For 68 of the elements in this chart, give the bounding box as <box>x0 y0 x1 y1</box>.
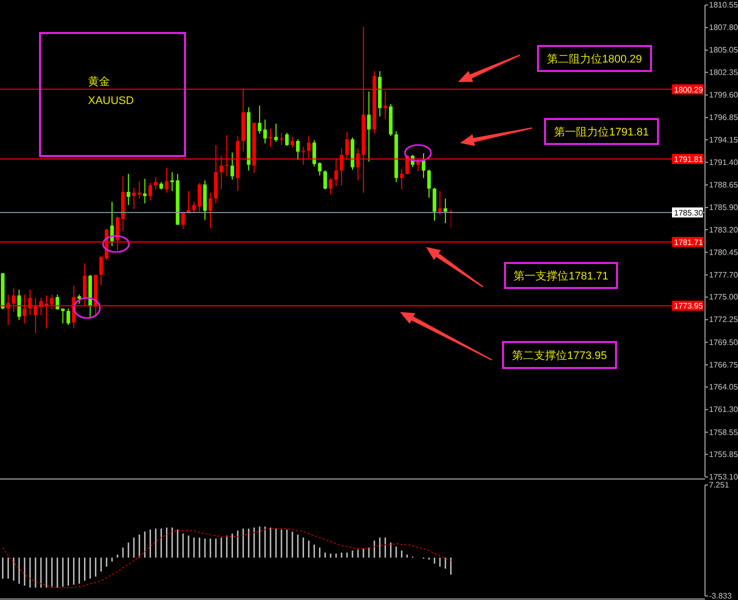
candlestick <box>154 176 158 190</box>
candlestick <box>427 169 431 198</box>
y-tick-label: 1758.55 <box>709 428 738 437</box>
ref-line-label: 1781.71 <box>674 238 704 247</box>
y-tick-label: 1794.15 <box>709 135 738 144</box>
y-tick-label: 1802.35 <box>709 68 738 77</box>
candlestick <box>56 294 60 310</box>
candlestick <box>274 123 278 142</box>
candlestick <box>110 201 114 247</box>
y-tick-label: 1807.80 <box>709 23 738 32</box>
candlestick <box>132 187 136 210</box>
candlestick <box>126 173 130 206</box>
y-tick-label: 1766.75 <box>709 360 738 370</box>
candlestick <box>318 162 322 176</box>
y-tick-label: 1805.05 <box>709 46 738 55</box>
annotation: XAUUSD <box>88 95 134 107</box>
candlestick <box>422 152 426 178</box>
candlestick <box>432 187 436 222</box>
y-tick-label: -3.833 <box>709 592 732 600</box>
y-tick-label: 1780.45 <box>709 248 738 257</box>
candlestick <box>148 182 152 201</box>
y-tick-label: 1753.10 <box>709 472 738 482</box>
candlestick <box>258 105 262 134</box>
candlestick <box>280 132 284 146</box>
candlestick <box>143 178 147 204</box>
candlestick <box>263 119 267 144</box>
y-tick-label: 1775.00 <box>709 292 738 302</box>
y-tick-label: 1777.70 <box>709 270 738 280</box>
candlestick <box>17 289 21 321</box>
y-tick-label: 1799.60 <box>709 90 738 100</box>
annotation: 黄金 <box>88 75 110 88</box>
candlestick <box>328 177 332 195</box>
y-tick-label: 1761.30 <box>709 405 738 414</box>
candlestick <box>312 140 316 167</box>
ref-line-label: 1773.95 <box>674 302 704 311</box>
line-series <box>2 528 452 588</box>
y-tick-label: 1796.85 <box>709 113 738 122</box>
ref-line-label: 1791.81 <box>674 154 704 164</box>
candlestick <box>99 255 103 286</box>
annotation: 第一阻力位1791.81 <box>554 126 649 138</box>
candlestick <box>400 168 404 190</box>
y-tick-label: 7.251 <box>709 480 730 490</box>
candlestick <box>367 91 371 162</box>
candlestick <box>164 168 168 194</box>
annotation: 第二支撑位1773.95 <box>512 349 607 362</box>
candlestick <box>296 138 300 160</box>
y-tick-label: 1810.55 <box>709 0 738 10</box>
y-tick-label: 1785.90 <box>709 203 738 212</box>
y-tick-label: 1755.85 <box>709 450 738 459</box>
candlestick <box>61 308 65 324</box>
candlestick <box>230 152 234 180</box>
ref-line-label: 1785.30 <box>674 208 704 218</box>
y-tick-label: 1791.40 <box>709 158 738 167</box>
y-tick-label: 1769.50 <box>709 338 738 347</box>
y-tick-label: 1764.05 <box>709 382 738 392</box>
candlestick <box>285 132 289 146</box>
candlestick <box>138 180 142 199</box>
annotation: 第一支撑位1781.71 <box>514 270 608 282</box>
candlestick <box>323 170 327 190</box>
ref-line-label: 1800.29 <box>674 85 704 94</box>
candlestick <box>290 136 294 148</box>
y-tick-label: 1783.20 <box>709 225 738 234</box>
candlestick <box>66 308 70 326</box>
annotation: 第二阻力位1800.29 <box>547 52 642 66</box>
candlestick <box>268 128 272 148</box>
y-tick-label: 1772.25 <box>709 315 738 324</box>
y-tick-label: 1788.65 <box>709 180 738 190</box>
candlestick <box>208 192 212 229</box>
